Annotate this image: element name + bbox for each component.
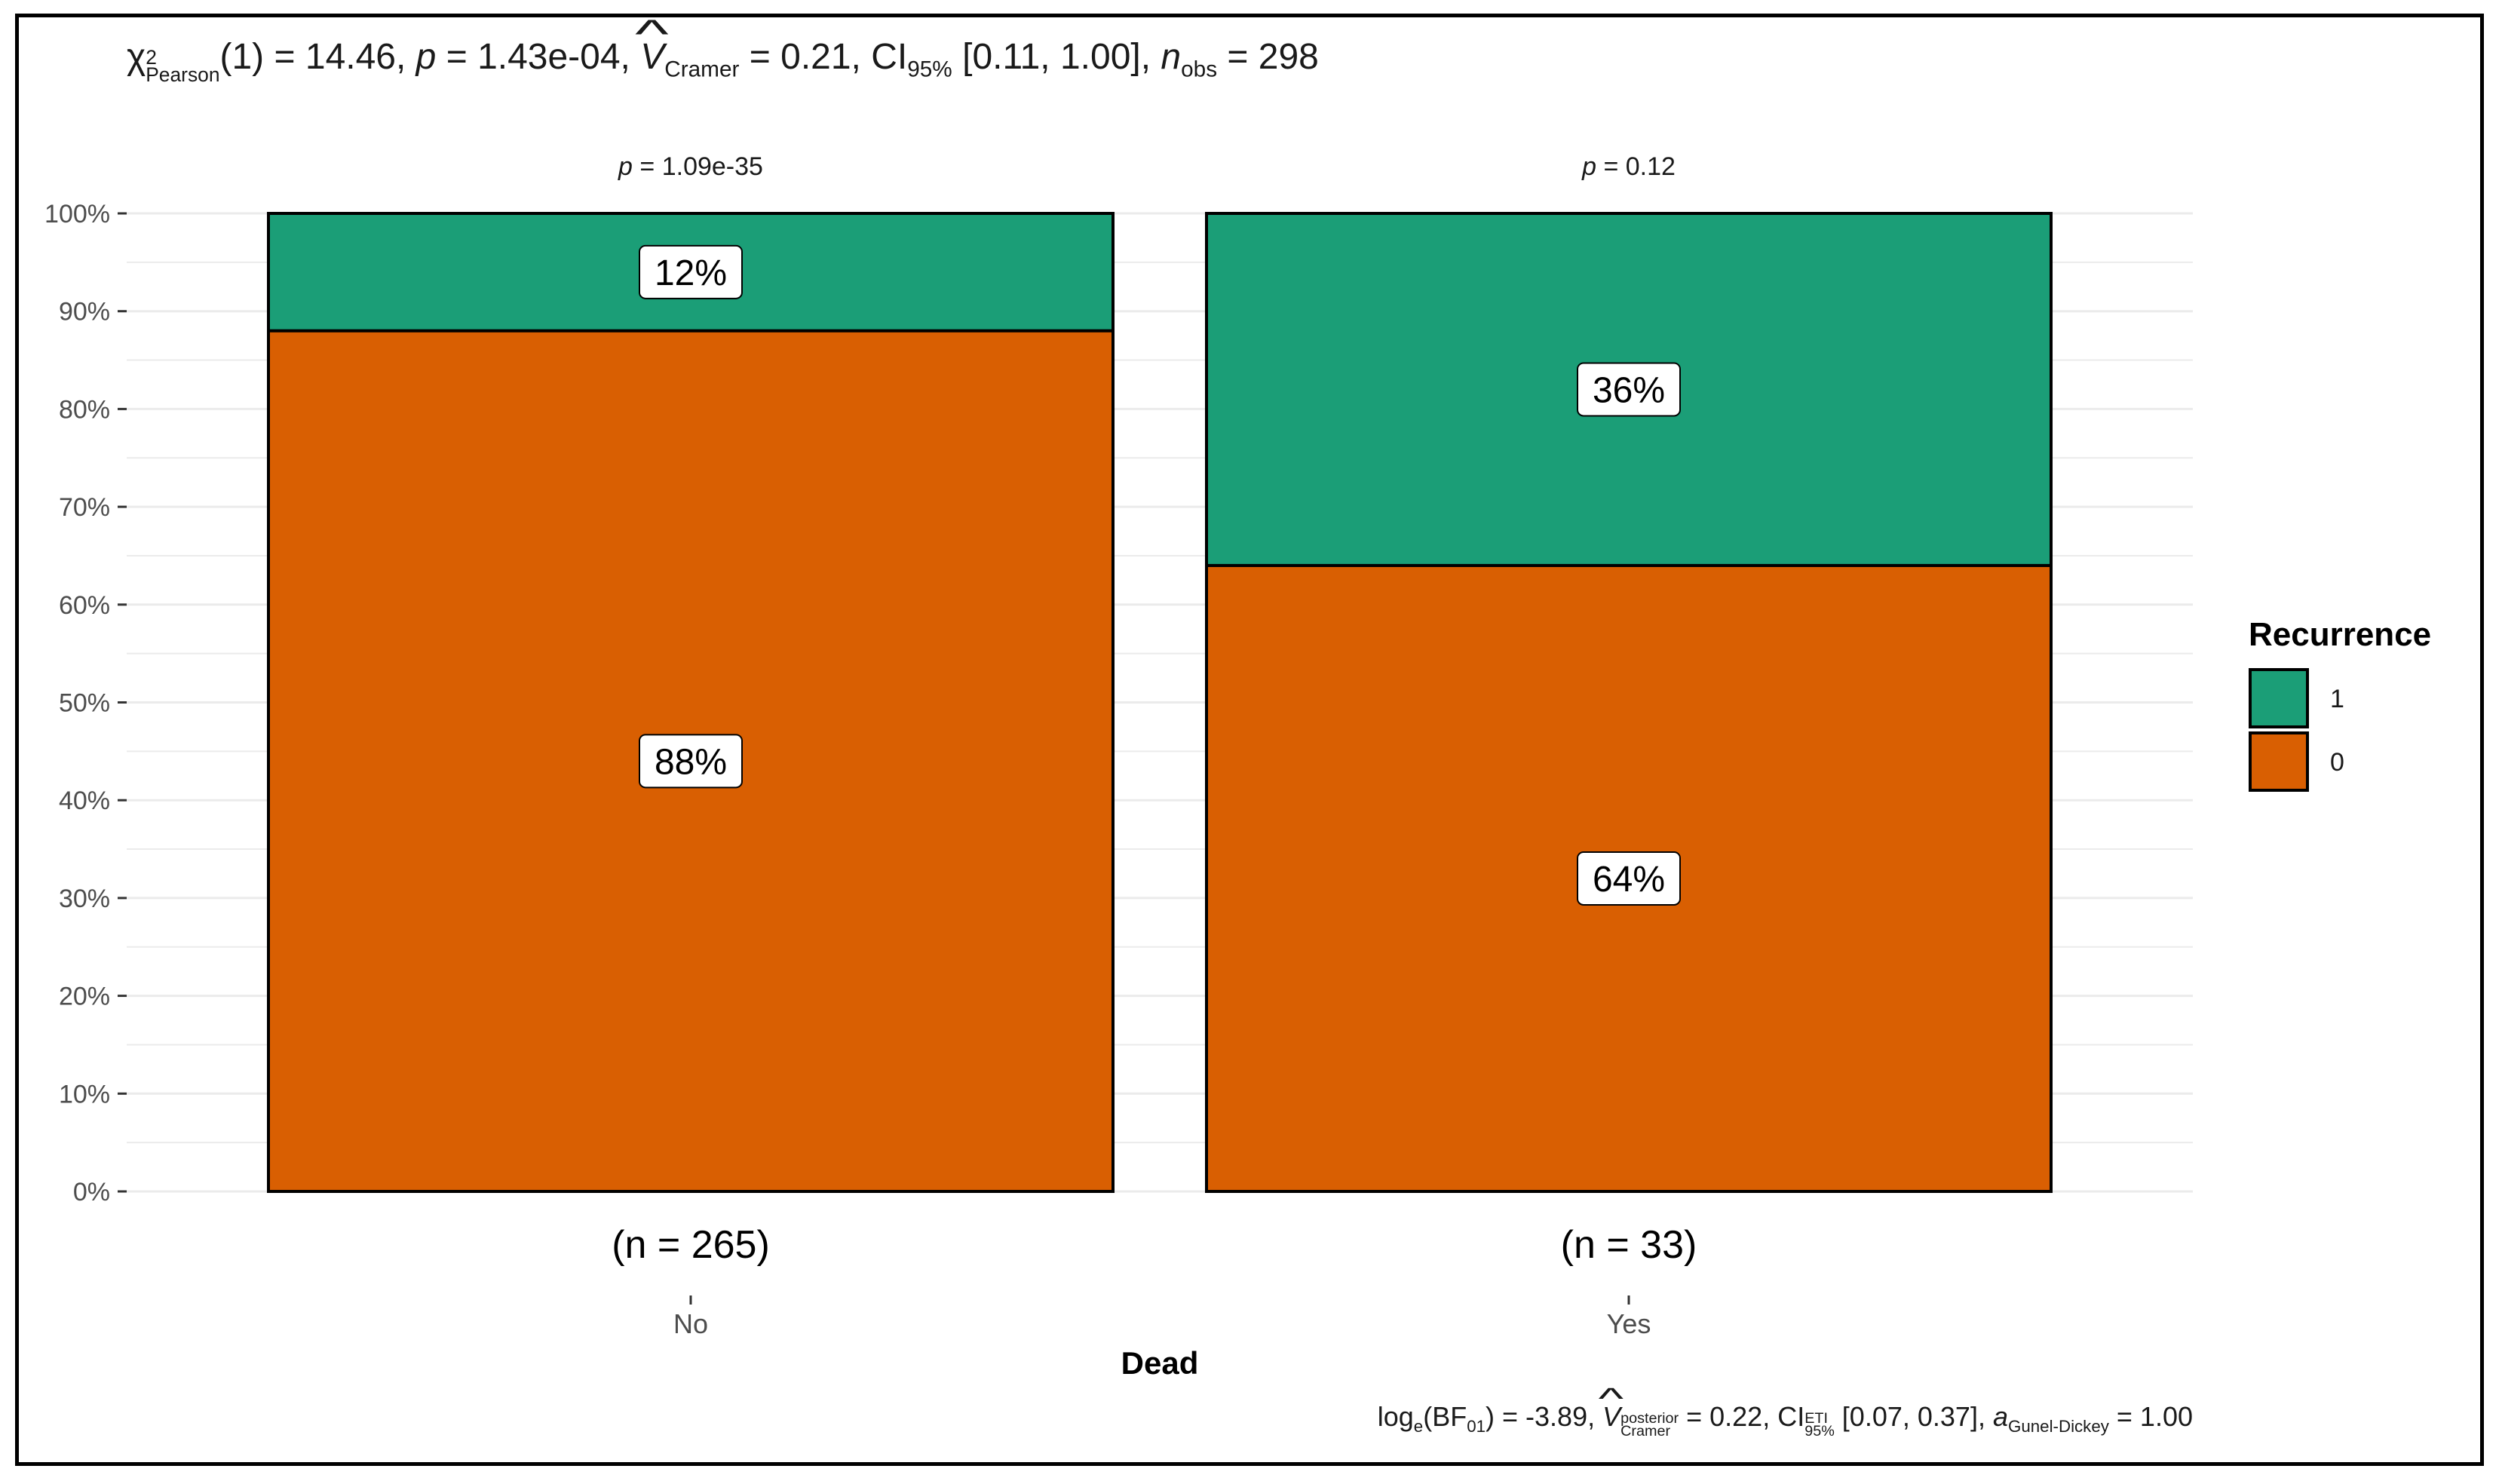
chi-statistic: (1) = 14.46, [219, 37, 416, 77]
n-subscript: obs [1181, 57, 1218, 82]
v-posterior-symbol: V [1602, 1401, 1620, 1433]
ci-value: [0.11, 1.00], [952, 37, 1161, 77]
label-1-no: 12% [655, 253, 727, 293]
a-symbol: a [1992, 1401, 2008, 1432]
chi-superscript: 2 [146, 46, 157, 69]
v-posterior-superscript: posterior [1620, 1409, 1679, 1427]
ci-eti-value: [0.07, 0.37], [1834, 1401, 1993, 1432]
y-tick-label: 100% [44, 200, 110, 228]
count-label-yes: (n = 33) [1561, 1223, 1697, 1267]
legend-label-1: 1 [2330, 685, 2344, 713]
a-subscript: Gunel-Dickey [2007, 1416, 2109, 1436]
v-posterior-value: = 0.22, CI [1679, 1401, 1805, 1432]
log-subscript: e [1413, 1416, 1424, 1436]
y-tick-label: 50% [59, 689, 110, 718]
v-symbol: V [640, 36, 664, 78]
p-symbol: p [415, 37, 437, 77]
count-label-no: (n = 265) [612, 1223, 770, 1267]
label-0-yes-box [1577, 851, 1681, 906]
x-tick-label-yes: Yes [1607, 1308, 1651, 1339]
n-value: = 298 [1217, 37, 1319, 77]
label-1-yes: 36% [1593, 370, 1665, 410]
y-tick-label: 60% [59, 591, 110, 620]
legend-label-0: 0 [2330, 748, 2344, 777]
p-value: = 1.43e-04, [436, 37, 641, 77]
label-0-no: 88% [655, 742, 727, 782]
label-0-yes: 64% [1593, 860, 1665, 900]
label-1-yes-box [1577, 362, 1681, 417]
ci-subscript: 95% [907, 57, 952, 82]
y-tick-label: 10% [59, 1080, 110, 1108]
v-posterior-subscript: Cramer [1620, 1422, 1671, 1440]
y-tick-label: 40% [59, 786, 110, 815]
y-tick-label: 80% [59, 395, 110, 424]
legend-swatch-0 [2249, 731, 2309, 792]
bf-value: ) = -3.89, [1486, 1401, 1603, 1432]
x-axis-title: Dead [1121, 1345, 1199, 1381]
label-0-no-box [639, 734, 743, 789]
ci-eti-superscript: ETI [1804, 1409, 1828, 1427]
n-symbol: n [1161, 37, 1182, 77]
v-subscript: Cramer [664, 57, 740, 82]
p-label-no: p = 1.09e-35 [618, 152, 763, 181]
y-tick-label: 30% [59, 885, 110, 913]
legend-title: Recurrence [2249, 616, 2431, 653]
y-tick-label: 20% [59, 983, 110, 1011]
log-label: log [1377, 1401, 1414, 1432]
a-value: = 1.00 [2108, 1401, 2193, 1432]
bf-subscript: 01 [1467, 1416, 1486, 1436]
y-tick-label: 70% [59, 493, 110, 522]
bf-label: (BF [1423, 1401, 1467, 1432]
label-1-no-box [639, 244, 743, 299]
ci-eti-subscript: 95% [1804, 1422, 1835, 1440]
x-tick-label-no: No [673, 1308, 708, 1339]
legend-swatch-1 [2249, 668, 2309, 728]
p-label-yes: p = 0.12 [1581, 152, 1676, 181]
chi-subscript: Pearson [146, 63, 220, 86]
y-tick-label: 90% [59, 298, 110, 327]
chi-symbol: χ [127, 37, 146, 77]
v-value: = 0.21, CI [739, 37, 908, 77]
y-tick-label: 0% [73, 1178, 110, 1207]
